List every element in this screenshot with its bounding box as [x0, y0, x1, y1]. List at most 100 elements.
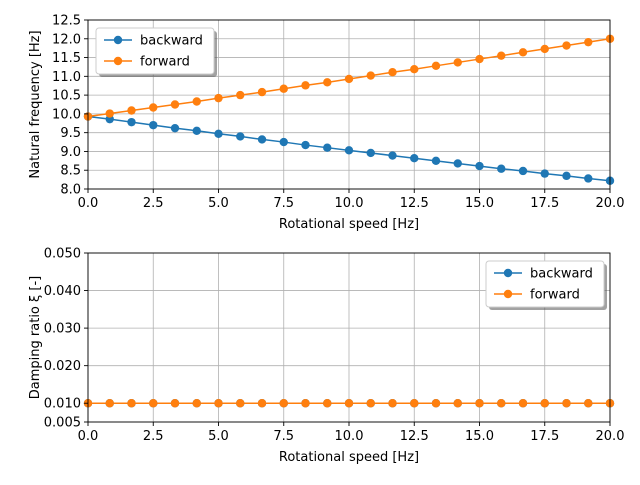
x-tick-label: 10.0: [335, 429, 364, 444]
y-tick-label: 11.0: [52, 70, 81, 85]
y-tick-label: 0.050: [44, 247, 81, 262]
data-point-backward: [149, 120, 158, 130]
x-tick-label: 15.0: [465, 429, 494, 444]
data-point-backward: [431, 156, 441, 166]
data-point-forward: [366, 399, 375, 408]
data-point-backward: [214, 129, 223, 138]
legend-label-forward: forward: [140, 55, 190, 70]
data-point-forward: [562, 41, 571, 50]
data-point-forward: [323, 399, 332, 408]
data-point-forward: [149, 103, 158, 112]
data-point-forward: [323, 78, 332, 87]
data-point-forward: [279, 399, 288, 408]
data-point-forward: [149, 399, 158, 408]
x-tick-label: 5.0: [208, 196, 229, 211]
x-tick-label: 5.0: [208, 429, 229, 444]
legend-label-backward: backward: [140, 34, 203, 49]
data-point-forward: [388, 68, 397, 77]
data-point-backward: [518, 166, 528, 176]
data-point-backward: [540, 169, 549, 178]
data-point-forward: [301, 81, 310, 90]
data-point-backward: [344, 146, 354, 155]
y-tick-label: 8.0: [60, 183, 81, 198]
data-point-forward: [584, 37, 593, 47]
y-tick-label: 12.5: [52, 14, 81, 29]
data-point-forward: [301, 399, 310, 408]
y-axis-label: Damping ratio ξ [-]: [28, 276, 43, 399]
x-tick-label: 2.5: [143, 196, 164, 211]
legend-marker-forward: [113, 56, 123, 66]
data-point-forward: [497, 51, 506, 60]
legend-label-forward: forward: [530, 288, 580, 303]
data-point-backward: [388, 151, 397, 160]
data-point-forward: [497, 399, 506, 408]
data-point-forward: [105, 109, 114, 118]
data-point-backward: [562, 171, 571, 181]
data-point-backward: [475, 161, 484, 171]
data-point-forward: [475, 399, 484, 408]
data-point-backward: [584, 174, 593, 183]
x-tick-label: 17.5: [530, 429, 559, 444]
data-point-backward: [323, 143, 332, 152]
data-point-forward: [562, 399, 571, 408]
x-tick-label: 7.5: [273, 429, 294, 444]
y-tick-label: 11.5: [52, 51, 81, 66]
x-tick-label: 7.5: [273, 196, 294, 211]
data-point-forward: [214, 93, 223, 103]
data-point-forward: [344, 399, 354, 408]
data-point-forward: [540, 399, 549, 408]
y-tick-label: 8.5: [60, 164, 81, 179]
data-point-forward: [192, 399, 201, 408]
legend: backward forward: [485, 260, 607, 310]
natural-frequency-plot: 0.0 2.5 5.0 7.5 10.0 12.5 15.0 17.5 20.0 8.0 8.5 9.…: [28, 14, 624, 233]
legend-marker-backward: [503, 268, 513, 278]
data-point-forward: [453, 399, 462, 408]
y-axis-label: Natural frequency [Hz]: [28, 30, 43, 178]
y-tick-label: 0.010: [44, 397, 81, 412]
data-point-forward: [518, 48, 528, 57]
data-point-forward: [257, 87, 267, 97]
data-point-backward: [127, 117, 136, 127]
data-point-backward: [236, 132, 245, 141]
y-tick-label: 0.005: [44, 416, 81, 431]
y-tick-label: 12.0: [52, 32, 81, 47]
data-point-backward: [279, 137, 288, 147]
data-point-forward: [127, 399, 136, 408]
data-point-forward: [192, 97, 201, 106]
y-tick-label: 0.020: [44, 359, 81, 374]
legend-label-backward: backward: [530, 267, 593, 282]
data-point-backward: [192, 126, 201, 135]
data-point-forward: [410, 64, 419, 74]
data-point-forward: [540, 44, 549, 54]
x-axis-label: Rotational speed [Hz]: [279, 217, 419, 232]
data-point-backward: [410, 154, 419, 163]
data-point-backward: [453, 159, 462, 168]
x-tick-label: 0.0: [78, 429, 99, 444]
x-tick-label: 2.5: [143, 429, 164, 444]
damping-ratio-plot: 0.0 2.5 5.0 7.5 10.0 12.5 15.0 17.5 20.0 0.005 0.0…: [28, 247, 624, 466]
x-tick-label: 0.0: [78, 196, 99, 211]
x-tick-label: 12.5: [400, 429, 429, 444]
x-tick-label: 10.0: [335, 196, 364, 211]
x-tick-label: 17.5: [530, 196, 559, 211]
legend-marker-backward: [113, 35, 123, 45]
legend: backward forward: [95, 27, 217, 77]
data-point-forward: [257, 399, 267, 408]
y-tick-label: 0.040: [44, 284, 81, 299]
data-point-forward: [453, 58, 462, 67]
data-point-backward: [257, 135, 267, 144]
data-point-forward: [344, 74, 354, 84]
data-point-forward: [431, 399, 441, 408]
x-tick-label: 20.0: [596, 196, 625, 211]
data-point-forward: [475, 54, 484, 64]
x-tick-label: 20.0: [596, 429, 625, 444]
y-tick-label: 9.0: [60, 145, 81, 160]
data-point-backward: [301, 140, 310, 150]
data-point-forward: [236, 90, 245, 100]
data-point-forward: [279, 84, 288, 93]
data-point-forward: [518, 399, 528, 408]
data-point-forward: [170, 399, 180, 408]
y-tick-label: 10.5: [52, 89, 81, 104]
